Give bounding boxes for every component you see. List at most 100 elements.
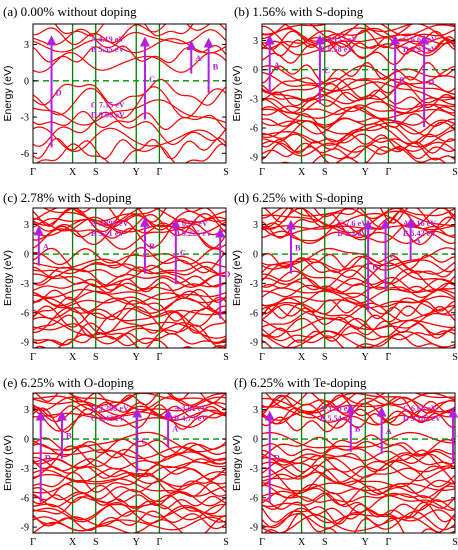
band-line	[33, 450, 226, 471]
band-line	[262, 395, 455, 414]
band-line	[33, 278, 226, 303]
x-tick-label: Γ	[386, 537, 392, 548]
gap-annotation: C 6.68 eV	[403, 404, 437, 413]
band-line	[33, 305, 226, 328]
band-line	[33, 248, 226, 266]
transition-label: B	[66, 431, 72, 441]
band-line	[262, 310, 455, 330]
transition-label: A	[195, 53, 202, 63]
band-line	[33, 208, 226, 227]
x-tick-label: Y	[362, 537, 369, 548]
gap-annotation: D 9.163 eV	[403, 414, 441, 423]
gap-annotation: C 7.6 eV	[337, 219, 367, 228]
band-line	[33, 480, 226, 501]
band-line	[262, 133, 455, 145]
x-tick-label: X	[69, 167, 77, 178]
band-line	[33, 393, 226, 413]
transition-label: D	[224, 269, 230, 279]
band-line	[35, 143, 226, 163]
band-line	[262, 482, 455, 506]
band-line	[33, 290, 226, 307]
gap-annotation: B 5.58 eV	[320, 45, 354, 54]
x-tick-label: X	[69, 352, 77, 363]
band-line	[262, 464, 455, 488]
transition-label: B	[399, 75, 405, 85]
x-tick-label: X	[298, 352, 306, 363]
band-line	[262, 436, 455, 463]
gap-annotation: D 9.2 eV	[337, 229, 367, 238]
panel-title: (a) 0.00% without doping	[3, 4, 137, 19]
x-tick-label: Γ	[30, 352, 36, 363]
y-tick-label: -3	[250, 464, 258, 475]
x-tick-label: S	[93, 537, 99, 548]
y-tick-label: 0	[24, 435, 29, 446]
band-line	[33, 431, 226, 453]
gap-annotation: A 4.157 eV	[320, 35, 358, 44]
gap-annotation: B 5.51 eV	[91, 229, 125, 238]
x-tick-label: Γ	[259, 352, 265, 363]
transition-label: D	[274, 453, 280, 463]
panel-d: (d) 6.25% with S-doping -9 -6 -3 0 3 Γ X S Y Γ S Ene…	[231, 190, 458, 363]
band-line	[33, 86, 226, 119]
x-tick-label: S	[93, 352, 99, 363]
band-line	[262, 65, 455, 85]
transition-label: D	[45, 453, 51, 463]
band-line	[262, 255, 455, 274]
energy-bands	[262, 24, 455, 163]
y-tick-label: -3	[250, 279, 258, 290]
band-line	[262, 482, 455, 492]
band-line	[33, 266, 226, 278]
band-line	[33, 456, 226, 472]
band-line	[262, 120, 455, 145]
y-axis-label: Energy (eV)	[231, 250, 243, 306]
band-line	[262, 434, 455, 457]
transition-label: B	[355, 424, 361, 434]
band-line	[262, 514, 455, 533]
x-tick-label: Y	[362, 167, 369, 178]
band-line	[262, 411, 455, 426]
y-axis-label: Energy (eV)	[231, 435, 243, 491]
x-tick-label: S	[223, 537, 229, 548]
band-line	[262, 68, 455, 92]
band-line	[33, 404, 226, 433]
band-line	[33, 126, 226, 153]
y-tick-label: -9	[250, 153, 258, 164]
band-line	[33, 501, 226, 524]
band-line	[262, 393, 455, 413]
band-line	[262, 61, 455, 84]
band-line	[280, 145, 447, 163]
y-tick-label: -9	[21, 523, 29, 534]
transition-label: B	[149, 241, 155, 251]
band-line	[33, 218, 226, 237]
panel-f: (f) 6.25% with Te-doping -9 -6 -3 0 3 Γ X S Y Γ S En…	[231, 375, 458, 548]
plot-frame	[261, 392, 456, 534]
band-line	[33, 396, 226, 412]
band-line	[262, 208, 455, 220]
band-line	[34, 332, 226, 348]
transition-label: A	[274, 60, 281, 70]
plot-frame	[261, 207, 456, 349]
x-tick-label: Γ	[157, 167, 163, 178]
panel-b: (b) 1.56% with S-doping -9 -6 -3 0 3 Γ X S Y Γ S Ene…	[231, 4, 458, 178]
y-tick-label: -6	[21, 149, 29, 160]
band-line	[33, 478, 226, 497]
x-tick-label: Γ	[259, 167, 265, 178]
gap-annotation: D 9.25 eV	[403, 45, 437, 54]
y-axis-label: Energy (eV)	[2, 250, 14, 306]
transition-label: C	[390, 250, 396, 260]
y-tick-label: 0	[253, 250, 258, 261]
y-tick-label: -6	[21, 308, 29, 319]
band-line	[262, 119, 455, 139]
band-line	[33, 316, 226, 339]
panel-title: (e) 6.25% with O-doping	[3, 375, 134, 390]
y-tick-label: -6	[250, 124, 258, 135]
y-tick-label: -3	[21, 113, 29, 124]
transition-label: B	[295, 243, 301, 253]
band-line	[33, 99, 226, 126]
band-line	[262, 38, 455, 66]
x-tick-label: Y	[133, 167, 140, 178]
gap-annotation: B 5.55 eV	[91, 45, 125, 54]
energy-bands	[262, 393, 455, 533]
gap-annotation: A 3.796 eV	[91, 219, 129, 228]
y-tick-label: -3	[21, 279, 29, 290]
